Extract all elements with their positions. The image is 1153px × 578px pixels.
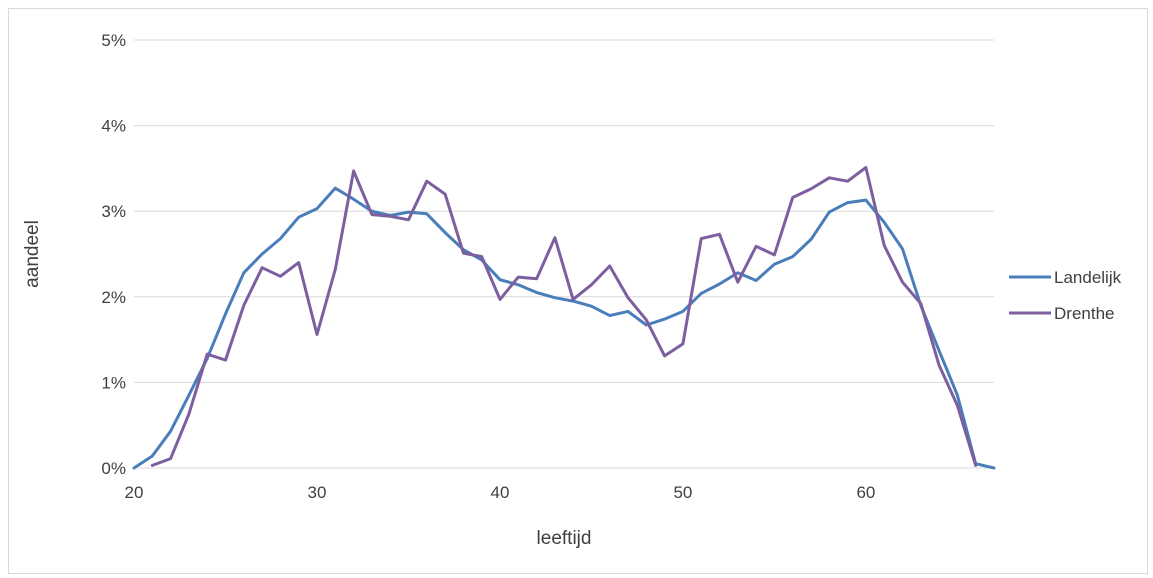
y-tick-label: 3%: [101, 202, 126, 221]
y-tick-label: 0%: [101, 459, 126, 478]
x-tick-label: 30: [308, 483, 327, 502]
y-tick-label: 5%: [101, 31, 126, 50]
legend-label-landelijk: Landelijk: [1054, 268, 1122, 287]
x-tick-label: 20: [125, 483, 144, 502]
series-line-drenthe: [150, 166, 978, 467]
y-tick-label: 2%: [101, 288, 126, 307]
line-chart: 0% 1% 2% 3% 4% 5% 20 30 40 50 60 aandeel leeftijd…: [22, 31, 1122, 549]
x-tick-labels: 20 30 40 50 60: [125, 483, 876, 502]
x-tick-label: 50: [673, 483, 692, 502]
x-tick-label: 40: [490, 483, 509, 502]
x-tick-label: 60: [856, 483, 875, 502]
y-tick-label: 1%: [101, 373, 126, 392]
y-axis-label: aandeel: [22, 220, 43, 288]
legend-label-drenthe: Drenthe: [1054, 304, 1114, 323]
y-tick-label: 4%: [101, 117, 126, 136]
x-axis-label: leeftijd: [537, 528, 592, 549]
chart-frame: 0% 1% 2% 3% 4% 5% 20 30 40 50 60 aandeel leeftijd…: [8, 8, 1148, 574]
series-line-landelijk: [132, 186, 996, 470]
y-tick-labels: 0% 1% 2% 3% 4% 5%: [101, 31, 126, 478]
legend: Landelijk Drenthe: [1009, 268, 1122, 323]
series-lines: [132, 166, 996, 470]
gridlines: [134, 39, 994, 383]
